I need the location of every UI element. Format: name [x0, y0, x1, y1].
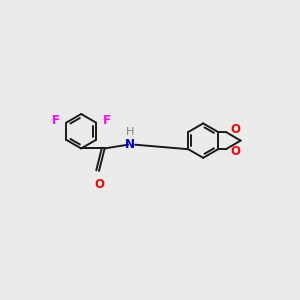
Text: F: F — [103, 114, 111, 127]
Text: F: F — [51, 114, 59, 127]
Text: H: H — [125, 127, 134, 137]
Text: O: O — [230, 123, 240, 136]
Text: N: N — [125, 138, 135, 151]
Text: O: O — [94, 178, 104, 191]
Text: O: O — [230, 145, 240, 158]
